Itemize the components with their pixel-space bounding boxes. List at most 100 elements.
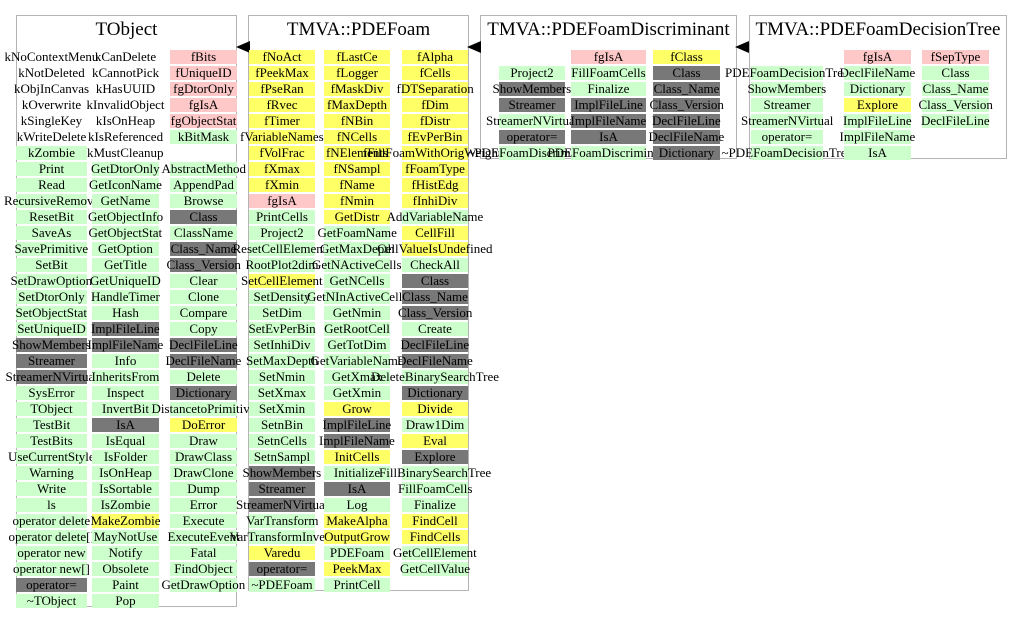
class-member[interactable]: kMustCleanup xyxy=(87,145,164,160)
class-member[interactable]: Paint xyxy=(92,578,159,592)
class-member[interactable]: Class_Name xyxy=(402,289,468,304)
class-member[interactable]: StreamerNVirtual xyxy=(236,497,329,512)
class-member[interactable]: DeclFileLine xyxy=(921,113,990,128)
class-member[interactable]: GetNInActiveCells xyxy=(307,289,408,304)
class-member[interactable]: FindObject xyxy=(170,562,237,576)
class-member[interactable]: fMaxDepth xyxy=(324,98,390,112)
class-member[interactable]: InheritsFrom xyxy=(91,369,160,384)
class-member[interactable]: kNotDeleted xyxy=(18,65,85,80)
class-member[interactable]: PrintCells xyxy=(249,210,315,224)
class-member[interactable]: DeclFileName xyxy=(839,65,916,80)
class-member[interactable]: Dictionary xyxy=(402,386,468,400)
class-member[interactable]: VarTransform xyxy=(246,513,319,528)
class-member[interactable]: Fatal xyxy=(170,546,237,560)
class-member[interactable]: Draw1Dim xyxy=(402,418,468,432)
class-member[interactable]: Finalize xyxy=(571,82,646,96)
class-member[interactable]: IsSortable xyxy=(92,482,159,496)
class-member[interactable]: GetRootCell xyxy=(324,321,390,336)
class-member[interactable]: DeleteBinarySearchTree xyxy=(371,369,500,384)
class-member[interactable]: Project2 xyxy=(249,226,315,240)
class-member[interactable]: fgIsA xyxy=(844,50,911,64)
class-member[interactable]: PeekMax xyxy=(324,562,390,576)
class-member[interactable]: Class_Version xyxy=(166,257,241,272)
class-member[interactable]: fDTSeparation xyxy=(396,81,474,96)
class-member[interactable]: UseCurrentStyle xyxy=(8,449,95,464)
class-member[interactable]: SetDtorOnly xyxy=(16,290,87,304)
class-member[interactable]: fUniqueID xyxy=(170,66,237,80)
class-member[interactable]: ~TObject xyxy=(16,594,87,608)
class-member[interactable]: InitCells xyxy=(324,450,390,464)
class-member[interactable]: DeclFileName xyxy=(397,353,473,368)
class-member[interactable]: GetTitle xyxy=(92,258,159,272)
class-member[interactable]: fDim xyxy=(402,98,468,112)
class-member[interactable]: kCanDelete xyxy=(94,49,157,64)
class-member[interactable]: fRvec xyxy=(249,98,315,112)
class-member[interactable]: operator= xyxy=(249,562,315,576)
class-member[interactable]: operator new[] xyxy=(13,561,90,576)
class-member[interactable]: ClassName xyxy=(170,226,237,240)
class-member[interactable]: PDEFoamDiscriminant xyxy=(547,145,670,160)
class-member[interactable]: fVariableNames xyxy=(240,129,324,144)
class-member[interactable]: Error xyxy=(170,498,237,512)
class-member[interactable]: FillFoamCells xyxy=(571,65,646,80)
class-member[interactable]: fFoamType xyxy=(402,162,468,176)
class-member[interactable]: SetCellElement xyxy=(241,273,323,288)
class-member[interactable]: IsA xyxy=(844,146,911,160)
class-member[interactable]: fSepType xyxy=(922,50,989,64)
class-member[interactable]: ImplFileName xyxy=(570,113,647,128)
class-member[interactable]: ImplFileLine xyxy=(843,113,912,128)
class-member[interactable]: kZombie xyxy=(16,146,87,160)
class-member[interactable]: SetnBin xyxy=(249,418,315,432)
class-member[interactable]: fLastCe xyxy=(324,50,390,64)
class-member[interactable]: MayNotUse xyxy=(92,529,159,544)
class-member[interactable]: fHistEdg xyxy=(402,178,468,192)
class-member[interactable]: kIsOnHeap xyxy=(95,113,156,128)
class-member[interactable]: GetVariableName xyxy=(310,353,404,368)
class-member[interactable]: TObject xyxy=(16,402,87,416)
class-member[interactable]: Create xyxy=(402,322,468,336)
class-member[interactable]: ls xyxy=(16,498,87,512)
class-member[interactable]: GetMaxDepth xyxy=(320,241,395,256)
class-member[interactable]: SavePrimitive xyxy=(14,241,89,256)
class-member[interactable]: HandleTimer xyxy=(91,289,160,304)
class-member[interactable]: SetInhiDiv xyxy=(249,338,315,352)
class-member[interactable]: Streamer xyxy=(751,98,823,112)
class-member[interactable]: CheckAll xyxy=(402,258,468,272)
class-member[interactable]: Draw xyxy=(170,434,237,448)
class-member[interactable]: fInhiDiv xyxy=(402,194,468,208)
class-member[interactable]: kIsReferenced xyxy=(88,129,164,144)
class-member[interactable]: fNmin xyxy=(324,194,390,208)
class-member[interactable]: SetObjectStat xyxy=(15,305,87,320)
class-member[interactable]: FillBinarySearchTree xyxy=(379,465,492,480)
class-member[interactable]: Compare xyxy=(170,306,237,320)
class-member[interactable]: RootPlot2dim xyxy=(245,257,319,272)
class-member[interactable]: GetTotDim xyxy=(324,338,390,352)
class-member[interactable]: SetUniqueID xyxy=(16,321,87,336)
class-member[interactable]: Notify xyxy=(92,546,159,560)
class-member[interactable]: fgIsA xyxy=(170,98,237,112)
class-member[interactable]: Class_Version xyxy=(398,305,473,320)
class-member[interactable]: Dump xyxy=(170,482,237,496)
class-member[interactable]: ~PDEFoamDecisionTree xyxy=(721,145,853,160)
class-member[interactable]: Class xyxy=(170,210,237,224)
class-member[interactable]: operator delete[] xyxy=(8,529,95,544)
class-member[interactable]: DeclFileLine xyxy=(652,113,721,128)
class-member[interactable]: Info xyxy=(92,354,159,368)
class-member[interactable]: fgIsA xyxy=(249,194,315,208)
class-member[interactable]: Dictionary xyxy=(170,386,237,400)
class-member[interactable]: Clear xyxy=(170,274,237,288)
class-member[interactable]: ~PDEFoamDiscriminant xyxy=(467,145,597,160)
class-member[interactable]: MakeZombie xyxy=(90,513,161,528)
class-member[interactable]: GetDrawOption xyxy=(161,577,246,592)
class-member[interactable]: fNBin xyxy=(324,114,390,128)
class-member[interactable]: Execute xyxy=(170,514,237,528)
class-member[interactable]: Dictionary xyxy=(653,146,720,160)
class-member[interactable]: fDistr xyxy=(402,114,468,128)
class-member[interactable]: AbstractMethod xyxy=(161,161,246,176)
class-member[interactable]: GetFoamName xyxy=(317,225,397,240)
class-member[interactable]: kObjInCanvas xyxy=(14,81,90,96)
class-member[interactable]: DistancetoPrimitive xyxy=(151,401,256,416)
class-member[interactable]: DrawClass xyxy=(170,450,237,464)
class-member[interactable]: GetOption xyxy=(92,242,159,256)
class-member[interactable]: FindCells xyxy=(402,530,468,544)
